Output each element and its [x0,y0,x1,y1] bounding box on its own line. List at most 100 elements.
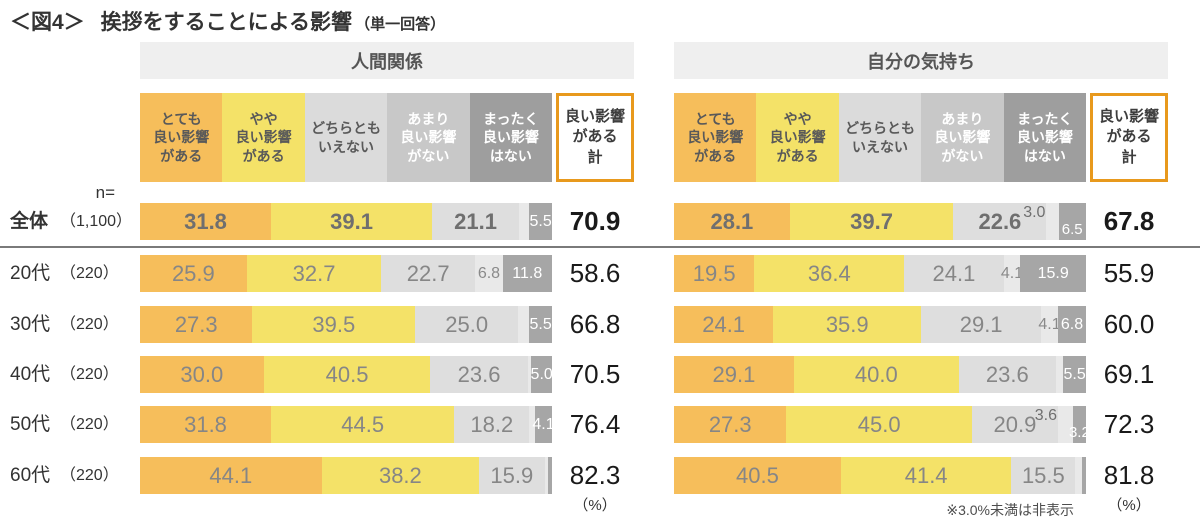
segment-neither: 23.6 [958,356,1056,393]
segment-very-good: 30.0 [140,356,264,393]
segment-neither: 25.0 [415,306,519,343]
segment-no-good [1082,457,1086,494]
stacked-bar-right: 24.1 35.9 29.1 4.1 6.8 [674,306,1086,343]
figure-title: 挨拶をすることによる影響 [100,11,353,34]
segment-value-label-raised: 3.0 [1023,204,1046,221]
segment-not-much-good: 4.1 [1038,306,1061,343]
segment-neither: 29.1 [921,306,1042,343]
segment-very-good: 29.1 [674,356,794,393]
legend-no-good: まったく 良い影響 はない [1003,93,1087,182]
legend-good-total: 良い影響 がある計 [1090,93,1168,182]
chart-row-50s: 50代 （220） 31.8 44.5 18.2 4.1 76.4 27.3 45.0 20.9 3… [0,406,1200,443]
segment-no-good: 11.8 [502,255,552,292]
segment-very-good: 24.1 [674,306,774,343]
segment-value-label: 27.3 [174,311,218,337]
segment-value-label: 6.8 [477,264,501,282]
row-n-label: （1,100） [60,213,133,230]
percent-unit-right: （%） [1107,497,1151,514]
segment-value-label: 11.8 [512,264,543,282]
segment-very-good: 28.1 [674,203,790,240]
segment-somewhat-good: 40.5 [263,356,431,393]
stacked-bar-left: 27.3 39.5 25.0 5.5 [140,306,552,343]
legend-line: 良い影響 [153,129,210,146]
segment-value-label: 23.6 [457,361,501,387]
row-total-right: 60.0 [1103,309,1155,339]
legend-no-good: まったく 良い影響 はない [469,93,553,182]
segment-value-label: 28.1 [710,208,754,234]
segment-value-label: 38.2 [378,462,422,488]
segment-somewhat-good: 32.7 [246,255,382,292]
row-name-label: 30代 [10,314,51,335]
stacked-bar-right: 29.1 40.0 23.6 5.5 [674,356,1086,393]
legend-line: まったく [483,111,539,128]
segment-value-label: 39.1 [330,208,373,234]
stacked-bar-left: 30.0 40.5 23.6 5.0 [140,356,553,393]
segment-neither: 18.2 [454,406,530,443]
legend-line: はない [1023,147,1066,164]
legend-line: がある [776,147,819,164]
segment-value-label: 21.1 [454,208,497,234]
chart-row-30s: 30代 （220） 27.3 39.5 25.0 5.5 66.8 24.1 35.9 29.1 4… [0,306,1200,343]
segment-somewhat-good: 41.4 [840,457,1012,494]
segment-not-much-good [1057,406,1073,443]
segment-value-label: 22.6 [978,208,1022,234]
row-total-left: 82.3 [569,460,621,490]
segment-somewhat-good: 38.2 [321,457,480,494]
row-name-label: 60代 [10,465,51,486]
stacked-bar-left: 31.8 39.1 21.1 5.5 [140,203,552,240]
segment-not-much-good [1055,356,1064,393]
segment-somewhat-good: 40.0 [793,356,959,393]
legend-line: がない [941,147,984,164]
segment-no-good: 3.2 [1069,406,1090,443]
row-total-right: 72.3 [1103,409,1155,439]
figure-number: ＜図4＞ [10,11,85,34]
legend-line: あまり [941,111,984,128]
row-total-left: 76.4 [569,409,621,439]
segment-value-label: 44.5 [341,411,385,437]
segment-neither: 23.6 [430,356,528,393]
row-total-left: 66.8 [569,309,621,339]
segment-value-label: 19.5 [692,260,736,286]
n-equals-label: n= [95,183,115,202]
chart-row-all: 全体 （1,100） 31.8 39.1 21.1 5.5 70.9 28.1 39.7 22.6… [0,203,1200,240]
legend-good-total: 良い影響 がある計 [556,93,634,182]
segment-not-much-good [527,356,532,393]
segment-value-label: 40.0 [854,361,898,387]
segment-value-label: 5.5 [529,212,552,230]
legend-line: いえない [852,138,909,155]
segment-value-label: 15.5 [1021,462,1065,488]
legend-line: どちらとも [311,120,382,137]
percent-unit-left: （%） [573,497,617,514]
legend-line: 計 [1121,148,1137,166]
legend-line: がある [242,147,285,164]
row-total-right: 81.8 [1103,460,1155,490]
legend-line: 計 [587,148,603,166]
segment-value-label: 31.8 [184,411,227,437]
segment-value-label: 5.5 [529,315,552,333]
segment-neither: 22.6 [953,203,1047,240]
page-title: ＜図4＞ 挨拶をすることによる影響 （単一回答） [10,6,445,36]
segment-value-label: 23.6 [985,361,1029,387]
segment-value-label: 25.9 [171,260,215,286]
segment-very-good: 27.3 [140,306,253,343]
row-name-label: 全体 [10,211,49,232]
legend-line: がある [160,147,203,164]
stacked-bar-right: 19.5 36.4 24.1 4.1 15.9 [674,255,1086,292]
segment-value-label: 4.1 [1038,315,1061,333]
legend-left: とても 良い影響 がある やや 良い影響 がある どちらとも いえない あまり 良い影響 がない まっ… [140,93,553,182]
segment-somewhat-good: 44.5 [271,406,455,443]
segment-somewhat-good: 45.0 [786,406,972,443]
segment-value-label: 18.2 [470,411,514,437]
segment-value-label: 36.4 [807,260,851,286]
legend-line: まったく [1017,111,1073,128]
segment-neither: 15.5 [1011,457,1076,494]
segment-not-much-good [1046,203,1059,240]
segment-very-good: 31.8 [140,406,272,443]
segment-no-good: 6.8 [1057,306,1086,343]
segment-very-good: 44.1 [140,457,322,494]
segment-neither: 24.1 [904,255,1004,292]
panel-header-relationships: 人間関係 [140,42,634,79]
segment-value-label: 29.1 [959,311,1003,337]
segment-very-good: 31.8 [140,203,272,240]
legend-line: 良い影響 [235,129,292,146]
